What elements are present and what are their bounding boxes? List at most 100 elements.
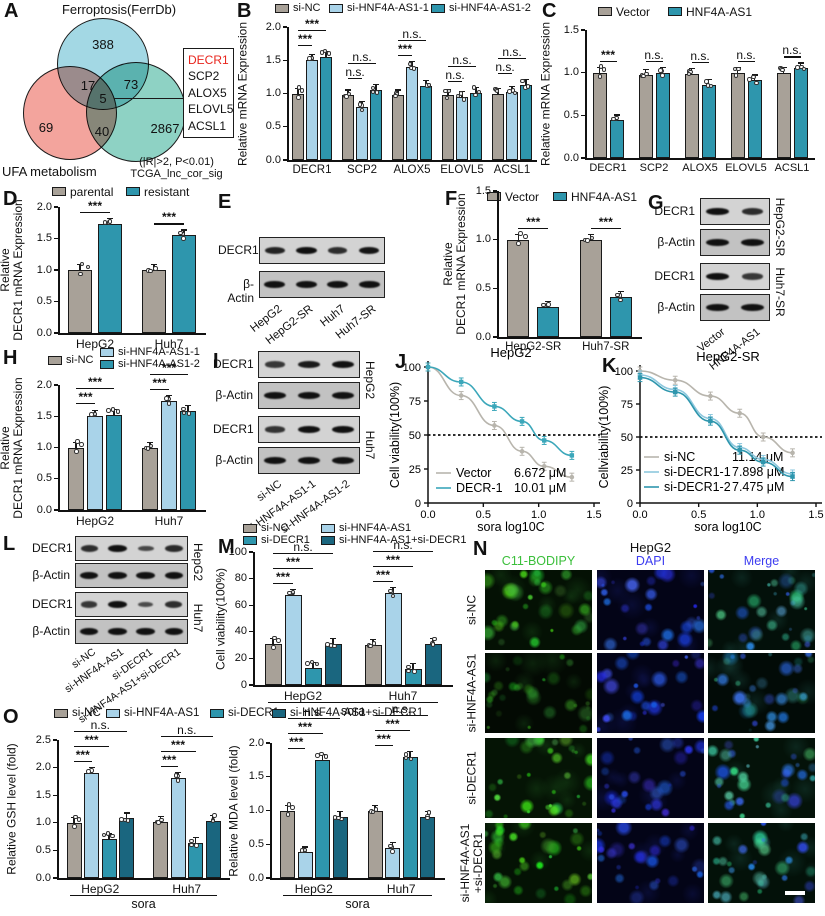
- bar: [188, 843, 203, 878]
- error-bar-cap: [359, 100, 365, 102]
- sig-label: ***: [297, 31, 312, 46]
- bar: [172, 235, 196, 333]
- category-label: HepG2-SR: [505, 341, 562, 353]
- y-axis-label: Relative mRNA Expression: [235, 21, 250, 166]
- y-tick-label: 25: [409, 464, 421, 476]
- data-point: [271, 645, 276, 650]
- y-tick: [53, 849, 57, 852]
- bar: [592, 72, 607, 158]
- blot-band: [742, 273, 763, 280]
- legend-swatch: [487, 192, 501, 201]
- venn-circle: [86, 62, 186, 162]
- x-axis-label: sora log10C: [694, 520, 761, 534]
- error-bar-cap: [751, 74, 758, 76]
- category-label: ACSL1: [774, 162, 810, 174]
- dose-response-chart-J: 0 25 50 75 100 0.0 0.5 1.0 1.5 HepG2 Vector 6.672 μ…: [388, 345, 602, 534]
- data-point: [85, 264, 91, 270]
- legend-label: si-NC: [66, 354, 94, 366]
- sig-line: [273, 552, 333, 554]
- error-bar: [272, 637, 274, 644]
- bar: [180, 411, 196, 510]
- data-point: [106, 408, 111, 413]
- bar: [205, 820, 221, 878]
- data-point: [296, 95, 301, 100]
- legend-ic50-value: 10.01 μM: [514, 481, 566, 495]
- venn-count: 40: [94, 124, 110, 139]
- x-axis-label: sora: [345, 897, 370, 911]
- error-bar-cap: [659, 66, 666, 68]
- legend-label: si-HNF4A-AS1-2: [449, 2, 531, 14]
- blot-group-side-label: HepG2: [191, 542, 205, 582]
- error-bar-cap: [370, 639, 376, 641]
- western-blot-rescue: DECR1 β-Actin HepG2 DECR1 β-Actin Huh7 si-NC si…: [0, 510, 215, 726]
- blot-band: [80, 545, 98, 552]
- sig-line: [645, 60, 663, 62]
- data-point: [148, 268, 153, 274]
- sig-line: [150, 388, 169, 390]
- data-point: [795, 65, 800, 70]
- panel-letter-J: J: [395, 351, 407, 373]
- panel-letter-N: N: [473, 538, 488, 560]
- y-tick-label: 0.5: [248, 837, 264, 850]
- series-line: [639, 370, 793, 454]
- error-bar-cap: [337, 810, 343, 812]
- channel-label: DAPI: [635, 554, 666, 568]
- legend-label: si-NC: [261, 522, 289, 534]
- sig-label: ***: [285, 554, 300, 569]
- sig-line: [373, 551, 433, 553]
- y-axis: [497, 191, 499, 338]
- venn-count: 5: [99, 91, 107, 106]
- error-bar-cap: [642, 69, 649, 71]
- data-point: [760, 434, 766, 440]
- error-bar: [409, 750, 411, 757]
- category-label: SCP2: [346, 164, 378, 176]
- sig-label: n.s.: [402, 26, 422, 41]
- bar: [153, 821, 168, 878]
- blot-band: [331, 425, 355, 434]
- bar-chart-decr1-knockdown: si-NC si-HNF4A-AS1-1 si-HNF4A-AS1-2 Relativ…: [0, 345, 215, 528]
- error-bar: [297, 87, 299, 94]
- panel-letter-K: K: [602, 355, 617, 377]
- blot-band: [79, 627, 99, 636]
- blot-row-label: β-Actin: [657, 234, 695, 249]
- bar: [142, 447, 158, 510]
- gene-name: SCP2: [188, 69, 220, 84]
- error-bar-cap: [107, 218, 113, 220]
- y-axis: [270, 743, 272, 879]
- sig-line: [398, 39, 426, 42]
- panel-letter-L: L: [3, 533, 16, 555]
- y-tick-label: 0: [627, 498, 633, 510]
- sig-label: n.s.: [293, 539, 313, 554]
- sig-label: ***: [87, 375, 102, 389]
- bar: [507, 239, 530, 337]
- blot-band: [264, 247, 285, 254]
- y-tick: [266, 843, 270, 845]
- data-point: [541, 463, 547, 469]
- data-point: [309, 659, 315, 665]
- data-point: [102, 220, 108, 225]
- sig-label: n.s.: [495, 59, 515, 74]
- error-bar: [517, 233, 519, 240]
- gene-name: ACSL1: [188, 118, 227, 133]
- blot-band: [705, 303, 730, 312]
- blot-band: [137, 601, 154, 608]
- sig-label: ***: [275, 569, 290, 584]
- blot-band: [705, 238, 730, 247]
- sig-line: [74, 761, 92, 763]
- blot-band: [264, 280, 286, 289]
- y-tick: [54, 300, 58, 303]
- bar: [793, 68, 808, 158]
- y-tick: [249, 657, 253, 660]
- data-point: [459, 379, 464, 385]
- condition-row-label-line: si-NC: [464, 595, 479, 625]
- data-point: [388, 843, 393, 849]
- y-tick-label: 0.5: [475, 281, 491, 294]
- error-bar: [312, 661, 314, 668]
- series-line: [427, 366, 572, 478]
- bar: [384, 593, 402, 685]
- data-point: [411, 66, 417, 71]
- data-point: [761, 459, 766, 465]
- y-tick: [581, 71, 585, 74]
- bar: [579, 239, 602, 337]
- bar: [280, 810, 295, 878]
